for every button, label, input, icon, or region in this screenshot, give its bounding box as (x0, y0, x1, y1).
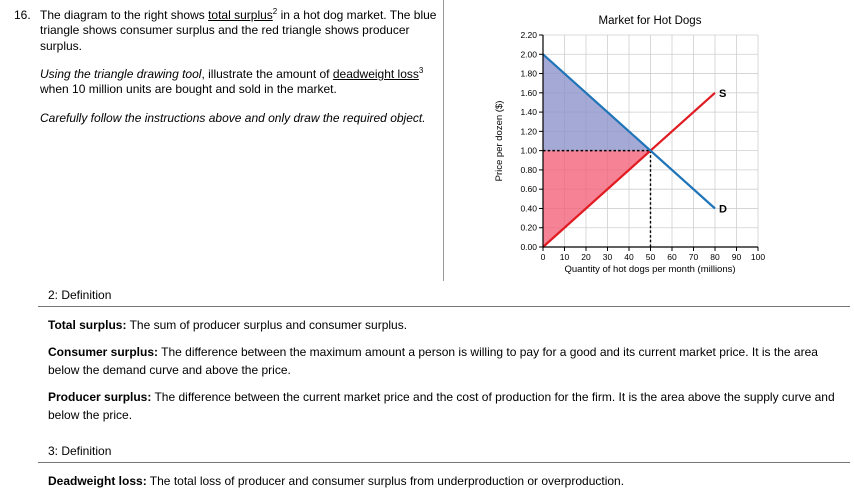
tool-instruction: Using the triangle drawing tool (40, 67, 202, 82)
definition-3-heading: 3: Definition (48, 443, 112, 458)
demand-curve-label: D (719, 203, 727, 215)
deadweight-loss-text: The total loss of producer and consumer … (146, 473, 625, 488)
demand-curve (542, 53, 716, 210)
definitions-section: 2: Definition Total surplus: The sum of … (0, 288, 854, 490)
y-tick-label: 1.20 (520, 126, 537, 136)
y-tick-label: 1.80 (520, 69, 537, 79)
x-tick-label: 80 (710, 252, 720, 262)
total-surplus-text: The sum of producer surplus and consumer… (126, 318, 408, 332)
footnote-ref-3: 3 (418, 66, 424, 76)
market-chart[interactable]: Market for Hot Dogs Price per dozen ($) … (488, 8, 788, 278)
q2-text: , illustrate the amount of (201, 67, 333, 82)
definition-2-rule (38, 306, 850, 307)
deadweight-loss-term: deadweight loss (332, 67, 419, 82)
x-tick-label: 100 (751, 252, 765, 262)
question-section: 16. The diagram to the right shows total… (14, 8, 446, 139)
x-tick-label: 40 (624, 252, 634, 262)
y-tick-label: 2.20 (520, 30, 537, 40)
q2-text-cont: when 10 million units are bought and sol… (40, 82, 337, 97)
x-tick-label: 50 (646, 252, 656, 262)
consumer-surplus-definition: Consumer surplus: The difference between… (48, 344, 844, 379)
total-surplus-definition: Total surplus: The sum of producer surpl… (48, 317, 844, 334)
y-tick-label: 1.00 (520, 146, 537, 156)
x-tick-label: 10 (560, 252, 570, 262)
question-paragraph-2: Using the triangle drawing tool, illustr… (40, 67, 446, 98)
question-paragraph-3: Carefully follow the instructions above … (40, 110, 426, 125)
y-tick-label: 0.00 (520, 242, 537, 252)
y-tick-label: 1.40 (520, 107, 537, 117)
deadweight-loss-label: Deadweight loss: (48, 473, 147, 488)
producer-surplus-label: Producer surplus: (48, 390, 152, 405)
total-surplus-label: Total surplus: (48, 318, 127, 332)
x-tick-label: 20 (581, 252, 591, 262)
q1-text: The diagram to the right shows (40, 8, 209, 22)
vertical-divider (443, 0, 444, 281)
question-number: 16. (14, 8, 31, 22)
x-tick-label: 70 (689, 252, 699, 262)
chart-x-axis-label: Quantity of hot dogs per month (millions… (564, 264, 735, 275)
y-tick-label: 2.00 (520, 49, 537, 59)
chart-title: Market for Hot Dogs (599, 15, 702, 27)
question-paragraph-1: The diagram to the right shows total sur… (40, 8, 446, 54)
total-surplus-term: total surplus (208, 8, 273, 22)
footnote-ref-2: 2 (272, 7, 278, 16)
consumer-surplus-label: Consumer surplus: (48, 345, 159, 360)
y-tick-label: 0.20 (520, 223, 537, 233)
supply-curve-label: S (719, 88, 726, 100)
chart-section: Market for Hot Dogs Price per dozen ($) … (488, 8, 788, 278)
consumer-surplus-text: The difference between the maximum amoun… (48, 345, 818, 377)
y-tick-label: 0.60 (520, 184, 537, 194)
x-tick-label: 30 (603, 252, 613, 262)
deadweight-loss-definition: Deadweight loss: The total loss of produ… (48, 473, 844, 490)
definition-3-rule (38, 461, 850, 463)
q1-text-cont: in a hot dog market. The blue triangle s… (40, 8, 437, 53)
chart-y-axis-label: Price per dozen ($) (494, 101, 505, 182)
y-tick-label: 0.40 (520, 203, 537, 213)
x-tick-label: 60 (667, 252, 677, 262)
definition-2-heading: 2: Definition (48, 288, 112, 302)
producer-surplus-definition: Producer surplus: The difference between… (48, 389, 844, 424)
question-text: The diagram to the right shows total sur… (40, 8, 446, 139)
supply-curve (542, 91, 716, 248)
y-tick-label: 0.80 (520, 165, 537, 175)
producer-surplus-text: The difference between the current marke… (48, 390, 835, 422)
chart-plot-area[interactable]: S D 0.00 0.20 0.40 0.60 0.80 1.00 1.20 1.40 1.60 1.… (520, 30, 765, 262)
x-tick-label: 0 (541, 252, 546, 262)
x-tick-label: 90 (732, 252, 742, 262)
y-tick-label: 1.60 (520, 88, 537, 98)
